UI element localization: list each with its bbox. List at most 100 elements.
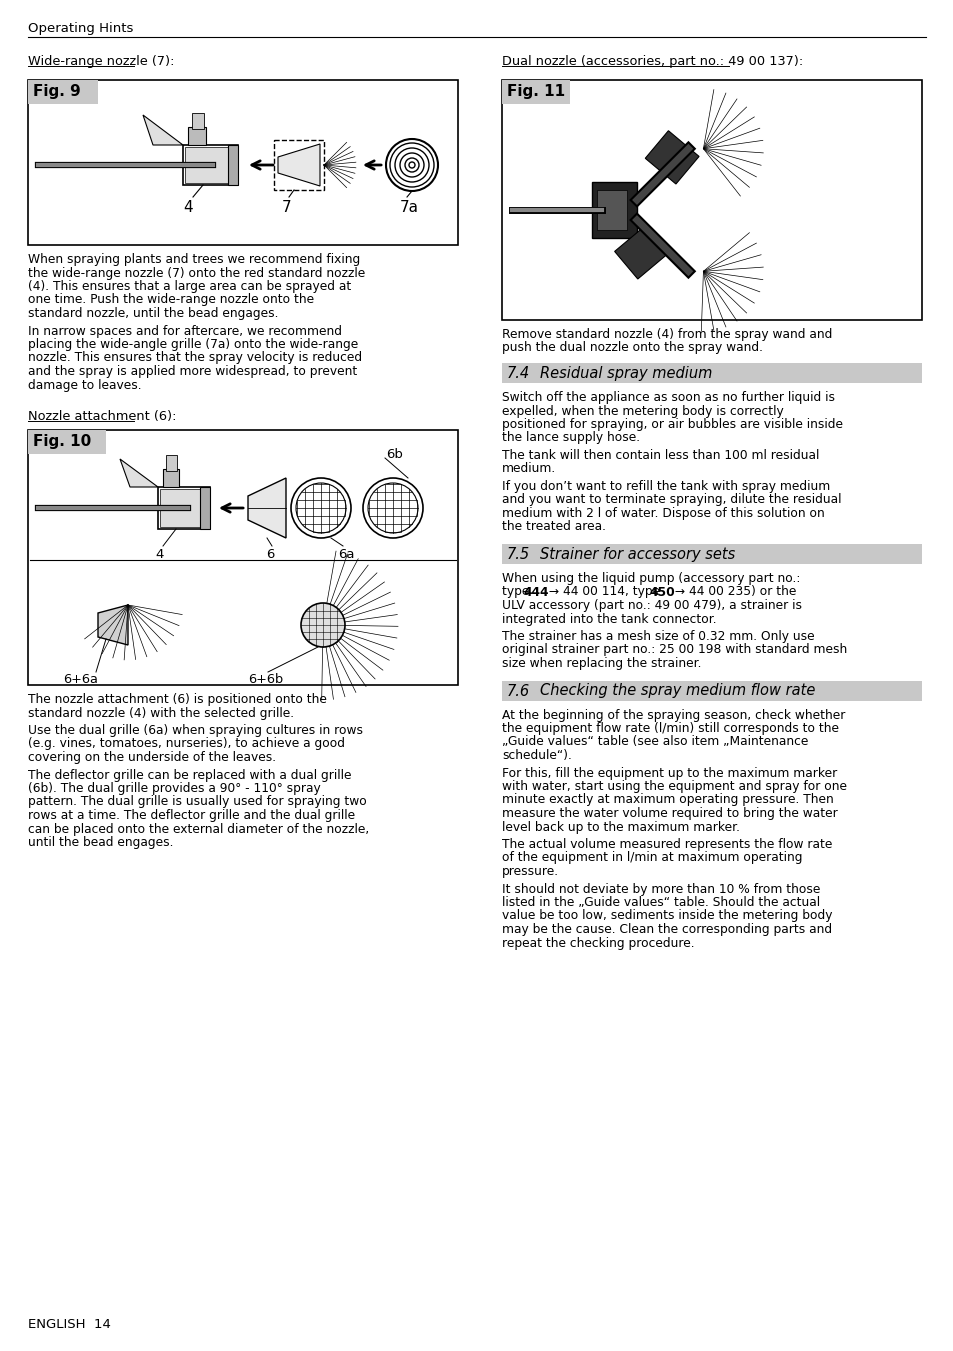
Text: one time. Push the wide-range nozzle onto the: one time. Push the wide-range nozzle ont… <box>28 293 314 307</box>
Bar <box>501 80 921 320</box>
Text: the treated area.: the treated area. <box>501 520 605 534</box>
Bar <box>592 182 637 238</box>
Text: 444: 444 <box>522 585 548 598</box>
Text: level back up to the maximum marker.: level back up to the maximum marker. <box>501 820 740 834</box>
Bar <box>597 190 626 230</box>
Text: The deflector grille can be replaced with a dual grille: The deflector grille can be replaced wit… <box>28 769 351 781</box>
Bar <box>644 131 699 184</box>
Text: Dual nozzle (accessories, part no.: 49 00 137):: Dual nozzle (accessories, part no.: 49 0… <box>501 55 802 68</box>
Bar <box>501 80 569 104</box>
Polygon shape <box>120 459 158 486</box>
Polygon shape <box>277 145 319 186</box>
Text: 6b: 6b <box>386 449 402 461</box>
Bar <box>160 489 208 527</box>
Text: For this, fill the equipment up to the maximum marker: For this, fill the equipment up to the m… <box>501 766 837 780</box>
Text: When spraying plants and trees we recommend fixing: When spraying plants and trees we recomm… <box>28 253 360 266</box>
Text: placing the wide-angle grille (7a) onto the wide-range: placing the wide-angle grille (7a) onto … <box>28 338 358 351</box>
Bar <box>183 145 237 185</box>
Bar <box>28 80 457 245</box>
Text: and you want to terminate spraying, dilute the residual: and you want to terminate spraying, dilu… <box>501 493 841 507</box>
Text: → 44 00 114, type: → 44 00 114, type <box>544 585 663 598</box>
Text: The actual volume measured represents the flow rate: The actual volume measured represents th… <box>501 838 832 851</box>
Text: Fig. 11: Fig. 11 <box>506 84 564 99</box>
Text: ULV accessory (part no.: 49 00 479), a strainer is: ULV accessory (part no.: 49 00 479), a s… <box>501 598 801 612</box>
Text: Fig. 10: Fig. 10 <box>33 434 91 449</box>
Text: Use the dual grille (6a) when spraying cultures in rows: Use the dual grille (6a) when spraying c… <box>28 724 363 738</box>
Text: repeat the checking procedure.: repeat the checking procedure. <box>501 936 694 950</box>
Polygon shape <box>248 478 286 538</box>
Bar <box>501 363 921 382</box>
Text: measure the water volume required to bring the water: measure the water volume required to bri… <box>501 807 837 820</box>
Text: (4). This ensures that a large area can be sprayed at: (4). This ensures that a large area can … <box>28 280 351 293</box>
Text: until the bead engages.: until the bead engages. <box>28 836 173 848</box>
Text: 7.4: 7.4 <box>506 366 530 381</box>
Text: pressure.: pressure. <box>501 865 558 878</box>
Text: standard nozzle, until the bead engages.: standard nozzle, until the bead engages. <box>28 307 278 320</box>
Circle shape <box>386 139 437 190</box>
Text: nozzle. This ensures that the spray velocity is reduced: nozzle. This ensures that the spray velo… <box>28 351 362 365</box>
Text: minute exactly at maximum operating pressure. Then: minute exactly at maximum operating pres… <box>501 793 833 807</box>
Text: Fig. 9: Fig. 9 <box>33 84 81 99</box>
Text: pattern. The dual grille is usually used for spraying two: pattern. The dual grille is usually used… <box>28 796 366 808</box>
Text: → 44 00 235) or the: → 44 00 235) or the <box>670 585 796 598</box>
Bar <box>228 145 237 185</box>
Text: 450: 450 <box>648 585 674 598</box>
Text: 7.6: 7.6 <box>506 684 530 698</box>
Text: „Guide values“ table (see also item „Maintenance: „Guide values“ table (see also item „Mai… <box>501 735 807 748</box>
Bar <box>163 469 179 486</box>
Polygon shape <box>143 115 183 145</box>
Polygon shape <box>98 605 128 644</box>
Text: 6+6a: 6+6a <box>63 673 98 686</box>
Circle shape <box>368 484 417 534</box>
Bar <box>200 486 210 530</box>
Text: integrated into the tank connector.: integrated into the tank connector. <box>501 612 716 626</box>
Bar <box>192 113 204 128</box>
Text: may be the cause. Clean the corresponding parts and: may be the cause. Clean the correspondin… <box>501 923 831 936</box>
Text: At the beginning of the spraying season, check whether: At the beginning of the spraying season,… <box>501 708 844 721</box>
Text: original strainer part no.: 25 00 198 with standard mesh: original strainer part no.: 25 00 198 wi… <box>501 643 846 657</box>
Text: Wide-range nozzle (7):: Wide-range nozzle (7): <box>28 55 174 68</box>
Text: size when replacing the strainer.: size when replacing the strainer. <box>501 657 700 670</box>
Text: Residual spray medium: Residual spray medium <box>539 366 712 381</box>
Text: listed in the „Guide values“ table. Should the actual: listed in the „Guide values“ table. Shou… <box>501 896 820 909</box>
Text: ENGLISH  14: ENGLISH 14 <box>28 1319 111 1331</box>
Bar <box>185 147 235 182</box>
Text: medium.: medium. <box>501 462 556 476</box>
Text: type: type <box>501 585 533 598</box>
Text: The tank will then contain less than 100 ml residual: The tank will then contain less than 100… <box>501 449 819 462</box>
Text: medium with 2 l of water. Dispose of this solution on: medium with 2 l of water. Dispose of thi… <box>501 507 824 520</box>
Text: 7: 7 <box>282 200 292 215</box>
Text: of the equipment in l/min at maximum operating: of the equipment in l/min at maximum ope… <box>501 851 801 865</box>
Text: (e.g. vines, tomatoes, nurseries), to achieve a good: (e.g. vines, tomatoes, nurseries), to ac… <box>28 738 345 751</box>
Text: 6a: 6a <box>337 549 355 561</box>
Bar <box>166 455 177 471</box>
Text: It should not deviate by more than 10 % from those: It should not deviate by more than 10 % … <box>501 882 820 896</box>
Bar <box>28 80 98 104</box>
Text: and the spray is applied more widespread, to prevent: and the spray is applied more widespread… <box>28 365 356 378</box>
Text: with water, start using the equipment and spray for one: with water, start using the equipment an… <box>501 780 846 793</box>
Circle shape <box>295 484 346 534</box>
Bar <box>501 544 921 563</box>
Circle shape <box>291 478 351 538</box>
Circle shape <box>301 603 345 647</box>
Text: standard nozzle (4) with the selected grille.: standard nozzle (4) with the selected gr… <box>28 707 294 720</box>
Text: push the dual nozzle onto the spray wand.: push the dual nozzle onto the spray wand… <box>501 342 762 354</box>
Text: In narrow spaces and for aftercare, we recommend: In narrow spaces and for aftercare, we r… <box>28 324 341 338</box>
Bar <box>28 430 457 685</box>
Text: covering on the underside of the leaves.: covering on the underside of the leaves. <box>28 751 275 765</box>
Text: 4: 4 <box>183 200 193 215</box>
Bar <box>158 486 210 530</box>
Text: can be placed onto the external diameter of the nozzle,: can be placed onto the external diameter… <box>28 823 369 835</box>
Text: the lance supply hose.: the lance supply hose. <box>501 431 639 444</box>
Bar <box>614 226 668 280</box>
Circle shape <box>363 478 422 538</box>
Text: 4: 4 <box>154 549 163 561</box>
Text: value be too low, sediments inside the metering body: value be too low, sediments inside the m… <box>501 909 832 923</box>
Text: The strainer has a mesh size of 0.32 mm. Only use: The strainer has a mesh size of 0.32 mm.… <box>501 630 814 643</box>
Text: When using the liquid pump (accessory part no.:: When using the liquid pump (accessory pa… <box>501 571 800 585</box>
Text: (6b). The dual grille provides a 90° - 110° spray: (6b). The dual grille provides a 90° - 1… <box>28 782 320 794</box>
Text: Remove standard nozzle (4) from the spray wand and: Remove standard nozzle (4) from the spra… <box>501 328 832 340</box>
Text: If you don’t want to refill the tank with spray medium: If you don’t want to refill the tank wit… <box>501 480 829 493</box>
Text: Nozzle attachment (6):: Nozzle attachment (6): <box>28 409 176 423</box>
Bar <box>501 681 921 701</box>
